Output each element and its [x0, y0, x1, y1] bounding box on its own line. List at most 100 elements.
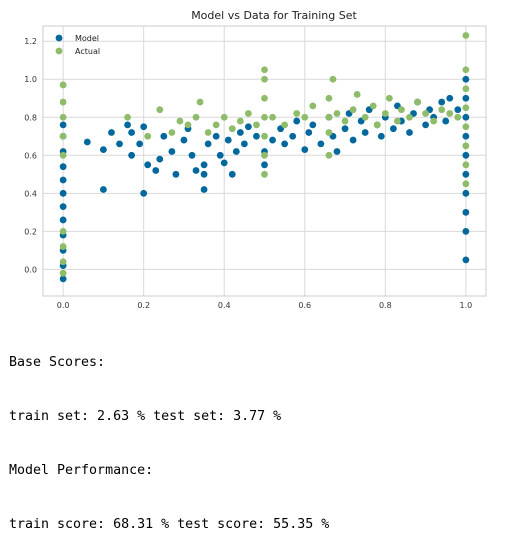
- data-point: [341, 125, 349, 133]
- data-point: [59, 269, 67, 277]
- data-point: [317, 140, 325, 148]
- data-point: [212, 132, 220, 140]
- data-point: [269, 136, 276, 144]
- data-point: [462, 161, 470, 169]
- data-point: [59, 258, 67, 266]
- data-point: [261, 151, 268, 159]
- data-point: [261, 94, 268, 102]
- data-point: [144, 132, 152, 140]
- data-point: [192, 113, 200, 121]
- data-point: [59, 98, 67, 106]
- data-point: [377, 132, 385, 140]
- data-point: [136, 140, 144, 148]
- data-point: [59, 176, 67, 184]
- data-point: [454, 106, 462, 114]
- data-point: [156, 106, 164, 114]
- data-point: [269, 113, 276, 121]
- data-point: [381, 110, 389, 117]
- data-point: [333, 148, 341, 155]
- data-point: [228, 125, 236, 133]
- data-point: [100, 146, 107, 153]
- data-point: [462, 170, 470, 178]
- data-point: [261, 132, 268, 140]
- model-performance-values: train score: 68.31 % test score: 55.35 %: [9, 517, 330, 532]
- data-point: [83, 138, 91, 146]
- data-point: [204, 129, 212, 136]
- data-point: [59, 275, 67, 283]
- data-point: [59, 113, 67, 121]
- data-point: [462, 75, 470, 83]
- console-output: Base Scores: train set: 2.63 % test set:…: [9, 318, 329, 552]
- data-point: [232, 148, 240, 155]
- data-point: [184, 121, 192, 129]
- data-point: [59, 81, 67, 89]
- data-point: [261, 113, 268, 121]
- data-point: [124, 121, 131, 129]
- data-point: [341, 117, 349, 125]
- data-point: [438, 106, 446, 114]
- y-tick-label: 0.6: [24, 151, 37, 160]
- data-point: [333, 110, 341, 117]
- data-point: [462, 151, 470, 159]
- x-tick-label: 1.0: [459, 301, 472, 310]
- data-point: [349, 136, 357, 144]
- x-tick-label: 0.8: [379, 301, 392, 310]
- data-point: [325, 113, 333, 121]
- data-point: [389, 125, 397, 133]
- data-point: [172, 170, 180, 178]
- data-point: [244, 123, 252, 131]
- data-point: [309, 102, 317, 110]
- axis-ticks: 0.0 0.2 0.4 0.6 0.8 1.0 0.0 0.2 0.4 0.6 0.8 1.0 1.2: [24, 37, 472, 310]
- data-point: [59, 121, 67, 129]
- data-point: [240, 140, 248, 148]
- data-point: [430, 117, 438, 125]
- data-point: [442, 117, 450, 125]
- data-point: [156, 155, 164, 163]
- data-point: [152, 167, 160, 174]
- data-point: [462, 256, 470, 264]
- y-tick-label: 1.0: [24, 75, 37, 84]
- data-point: [116, 140, 123, 148]
- data-point: [59, 189, 67, 197]
- data-point: [462, 142, 470, 150]
- data-point: [462, 180, 470, 188]
- data-point: [462, 227, 470, 235]
- x-tick-label: 0.4: [218, 301, 231, 310]
- data-point: [124, 113, 131, 121]
- data-point: [160, 132, 168, 140]
- model-performance-heading: Model Performance:: [9, 463, 154, 478]
- data-point: [59, 163, 67, 171]
- data-point: [59, 132, 67, 140]
- data-point: [281, 140, 289, 148]
- data-point: [462, 32, 470, 39]
- x-tick-label: 0.6: [298, 301, 311, 310]
- data-point: [59, 227, 67, 235]
- data-point: [353, 91, 361, 98]
- data-point: [220, 159, 228, 167]
- data-point: [394, 117, 401, 125]
- data-point: [422, 110, 429, 117]
- data-point: [446, 94, 454, 102]
- data-point: [406, 113, 413, 121]
- base-scores-values: train set: 2.63 % test set: 3.77 %: [9, 409, 282, 424]
- data-point: [289, 132, 297, 140]
- data-point: [462, 66, 470, 74]
- data-point: [454, 113, 462, 121]
- data-point: [373, 121, 381, 129]
- scatter-chart: Model vs Data for Training Set 0.0 0.2 0.4…: [24, 9, 487, 310]
- base-scores-heading: Base Scores:: [9, 355, 106, 370]
- data-point: [301, 113, 309, 121]
- data-point: [446, 110, 454, 117]
- data-point: [216, 151, 224, 159]
- data-point: [168, 148, 176, 155]
- data-point: [462, 123, 470, 131]
- legend-marker: [55, 47, 63, 55]
- data-points: [59, 32, 470, 283]
- data-point: [414, 98, 421, 106]
- data-point: [462, 189, 470, 197]
- y-tick-label: 1.2: [24, 37, 37, 46]
- data-point: [253, 132, 260, 140]
- y-tick-label: 0.4: [24, 189, 37, 198]
- data-point: [281, 121, 289, 129]
- data-point: [301, 146, 309, 153]
